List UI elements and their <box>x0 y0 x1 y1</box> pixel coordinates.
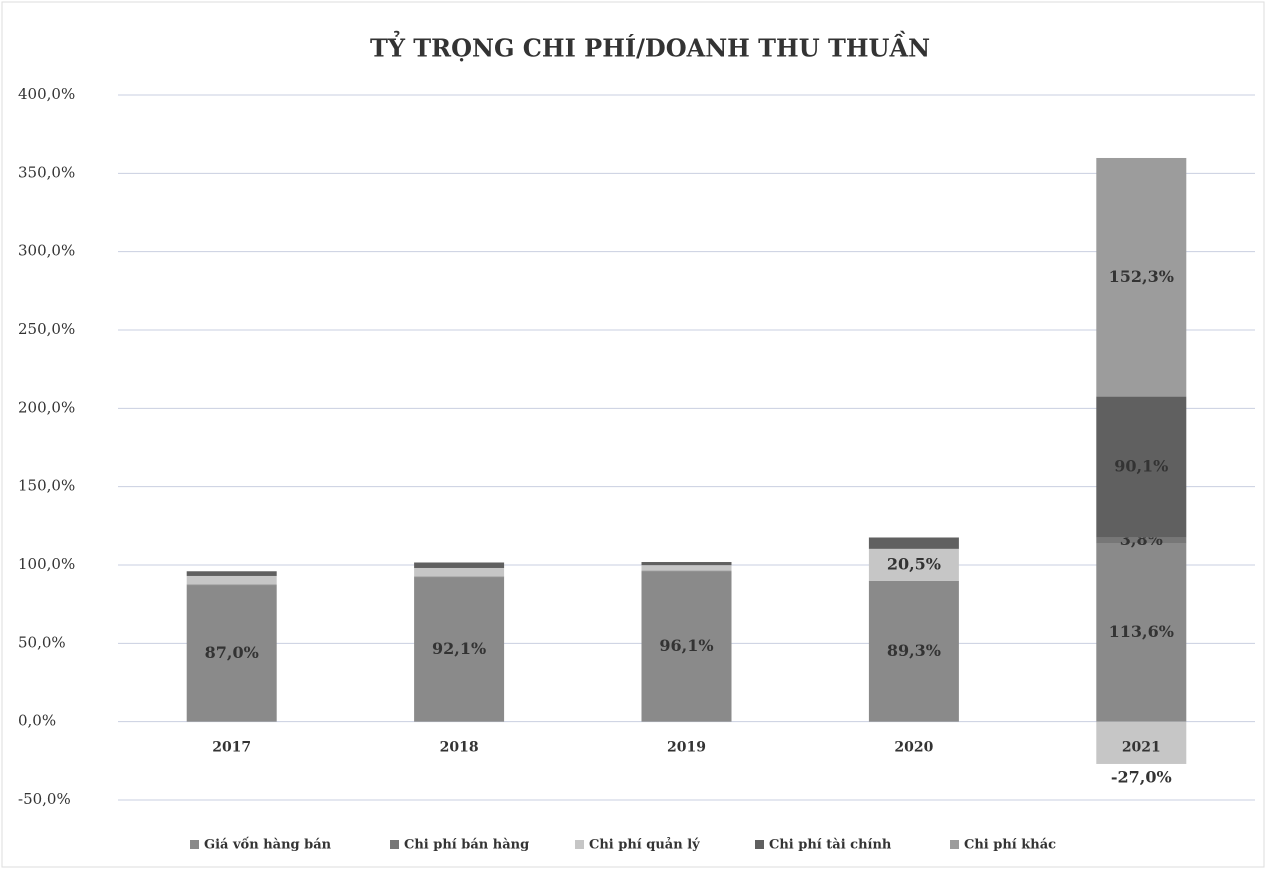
bar-segment <box>1096 543 1187 722</box>
x-tick-label: 2020 <box>894 740 933 756</box>
bar-segment <box>1096 396 1187 538</box>
bar-segment <box>186 585 277 722</box>
data-label: 87,0% <box>205 643 259 662</box>
data-label: 113,6% <box>1109 622 1174 641</box>
x-tick-label: 2021 <box>1122 740 1161 756</box>
bar-segment <box>1096 721 1187 764</box>
bar-segment <box>414 576 505 578</box>
bar-segment <box>641 562 732 566</box>
y-tick-label: -50,0% <box>18 790 71 808</box>
y-tick-label: 250,0% <box>18 320 75 338</box>
y-tick-label: 300,0% <box>18 242 75 260</box>
bar-segment <box>868 537 959 549</box>
legend-swatch <box>950 840 959 849</box>
data-label: -27,0% <box>1111 767 1172 786</box>
legend-label: Chi phí tài chính <box>769 838 892 853</box>
bar-segment <box>868 548 959 581</box>
bar-segment <box>868 580 959 582</box>
x-tick-label: 2018 <box>440 740 479 756</box>
y-tick-label: 50,0% <box>18 633 66 651</box>
y-tick-label: 150,0% <box>18 477 75 495</box>
bar-segment <box>641 565 732 571</box>
bar-segment <box>186 575 277 585</box>
bar-segment <box>414 562 505 568</box>
y-tick-label: 350,0% <box>18 163 75 181</box>
x-tick-label: 2019 <box>667 740 706 756</box>
data-label: 20,5% <box>887 554 941 573</box>
y-tick-label: 400,0% <box>18 85 75 103</box>
legend-swatch <box>190 840 199 849</box>
x-tick-label: 2017 <box>212 740 251 756</box>
data-label: 96,1% <box>659 636 713 655</box>
data-label: 90,1% <box>1114 457 1168 476</box>
bar-segment <box>1096 157 1187 397</box>
legend-label: Giá vốn hàng bán <box>204 837 332 853</box>
bar-segment <box>868 581 959 722</box>
bar-segment <box>414 577 505 722</box>
legend-swatch <box>390 840 399 849</box>
chart-title: TỶ TRỌNG CHI PHÍ/DOANH THU THUẦN <box>370 31 930 63</box>
y-tick-label: 100,0% <box>18 555 75 573</box>
data-label: 89,3% <box>887 641 941 660</box>
bar-segment <box>186 571 277 576</box>
legend-swatch <box>755 840 764 849</box>
bar-segment <box>641 571 732 722</box>
legend-swatch <box>575 840 584 849</box>
bar-segment <box>868 537 959 538</box>
y-tick-label: 0,0% <box>18 712 56 730</box>
data-label: 92,1% <box>432 639 486 658</box>
legend-label: Chi phí bán hàng <box>404 838 529 853</box>
data-label: 152,3% <box>1109 267 1174 286</box>
bar-segment <box>1096 537 1187 544</box>
y-tick-label: 200,0% <box>18 398 75 416</box>
bar-segment <box>186 584 277 586</box>
legend-label: Chi phí quản lý <box>589 837 700 853</box>
bar-segment <box>414 567 505 577</box>
legend-label: Chi phí khác <box>964 838 1056 853</box>
